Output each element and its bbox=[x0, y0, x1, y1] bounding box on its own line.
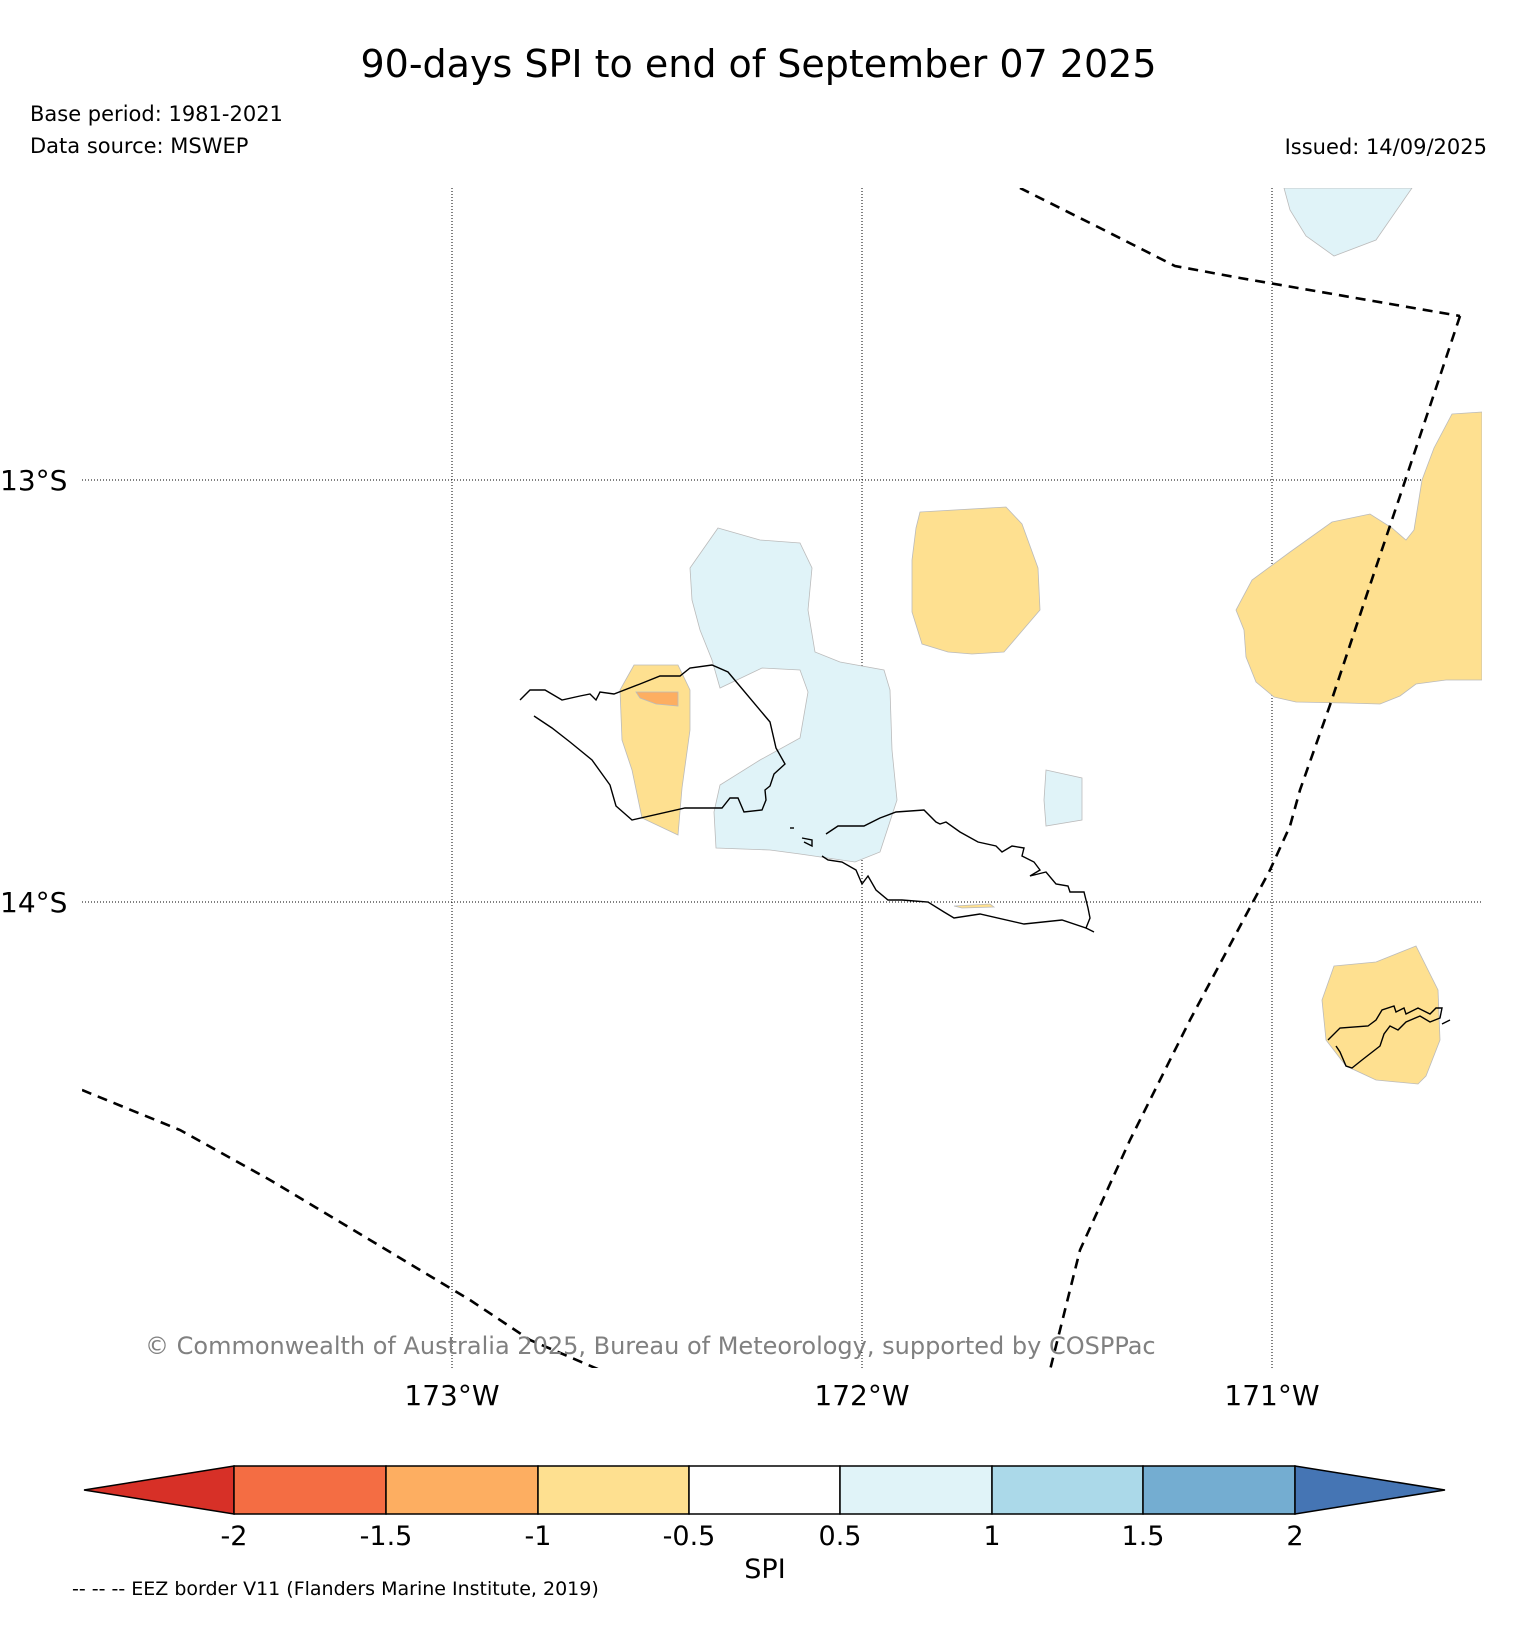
colorbar-label: SPI bbox=[744, 1554, 785, 1585]
base-period-label: Base period: 1981-2021 bbox=[30, 102, 283, 126]
lon-label-171w: 171°W bbox=[1224, 1379, 1319, 1412]
colorbar bbox=[83, 1465, 1446, 1515]
colorbar-bin-7 bbox=[1142, 1465, 1296, 1515]
savaii-coastline bbox=[519, 664, 786, 821]
wet-region-central bbox=[689, 527, 898, 863]
graticule bbox=[82, 188, 1482, 1368]
issued-date-label: Issued: 14/09/2025 bbox=[1284, 135, 1487, 159]
colorbar-tick: 0.5 bbox=[819, 1521, 862, 1552]
colorbar-bin-6 bbox=[991, 1465, 1144, 1515]
eez-border-north bbox=[1019, 188, 1461, 318]
colorbar-tick: -1 bbox=[525, 1521, 552, 1552]
colorbar-ticks: -2 -1.5 -1 -0.5 0.5 1 1.5 2 bbox=[221, 1521, 1304, 1552]
colorbar-bin-4 bbox=[688, 1465, 841, 1515]
eez-border-east bbox=[1049, 315, 1462, 1368]
lon-label-172w: 172°W bbox=[814, 1379, 909, 1412]
tutuila-coastline bbox=[1327, 1005, 1443, 1069]
eez-legend-note: -- -- -- EEZ border V11 (Flanders Marine… bbox=[72, 1578, 599, 1600]
dry-region-center bbox=[911, 506, 1041, 655]
colorbar-under-arrow bbox=[83, 1465, 235, 1515]
colorbar-bin-1 bbox=[233, 1465, 387, 1515]
dry-sliver bbox=[953, 903, 996, 909]
manono-islet bbox=[801, 837, 813, 848]
upolu-tail bbox=[1085, 927, 1095, 933]
spi-regions bbox=[619, 188, 1482, 1085]
colorbar-tick: 1 bbox=[983, 1521, 1000, 1552]
colorbar-tick: 2 bbox=[1286, 1521, 1303, 1552]
dry-region-west bbox=[619, 664, 691, 836]
colorbar-bin-5 bbox=[839, 1465, 993, 1515]
map-title: 90-days SPI to end of September 07 2025 bbox=[360, 42, 1157, 86]
lat-label-13s: 13°S bbox=[0, 464, 67, 497]
lon-label-173w: 173°W bbox=[404, 1379, 499, 1412]
copyright-text: © Commonwealth of Australia 2025, Bureau… bbox=[145, 1332, 1156, 1360]
colorbar-tick: -2 bbox=[221, 1521, 248, 1552]
colorbar-tick: -1.5 bbox=[360, 1521, 413, 1552]
dry-region-southeast bbox=[1321, 945, 1441, 1085]
data-source-label: Data source: MSWEP bbox=[30, 134, 249, 158]
coastlines bbox=[519, 664, 1451, 1069]
tutuila-tail bbox=[1441, 1019, 1451, 1025]
colorbar-tick: 1.5 bbox=[1122, 1521, 1165, 1552]
wet-region-north bbox=[1283, 188, 1413, 257]
eez-borders bbox=[82, 188, 1462, 1368]
severe-dry-patch bbox=[635, 691, 679, 707]
colorbar-over-arrow bbox=[1294, 1465, 1446, 1515]
colorbar-bin-3 bbox=[537, 1465, 690, 1515]
colorbar-tick: -0.5 bbox=[663, 1521, 716, 1552]
upolu-coastline bbox=[821, 809, 1091, 929]
colorbar-bin-2 bbox=[385, 1465, 539, 1515]
lat-label-14s: 14°S bbox=[0, 886, 67, 919]
eez-border-southwest bbox=[82, 1088, 599, 1368]
dry-region-east bbox=[1235, 411, 1482, 705]
wet-region-east bbox=[1043, 769, 1083, 827]
